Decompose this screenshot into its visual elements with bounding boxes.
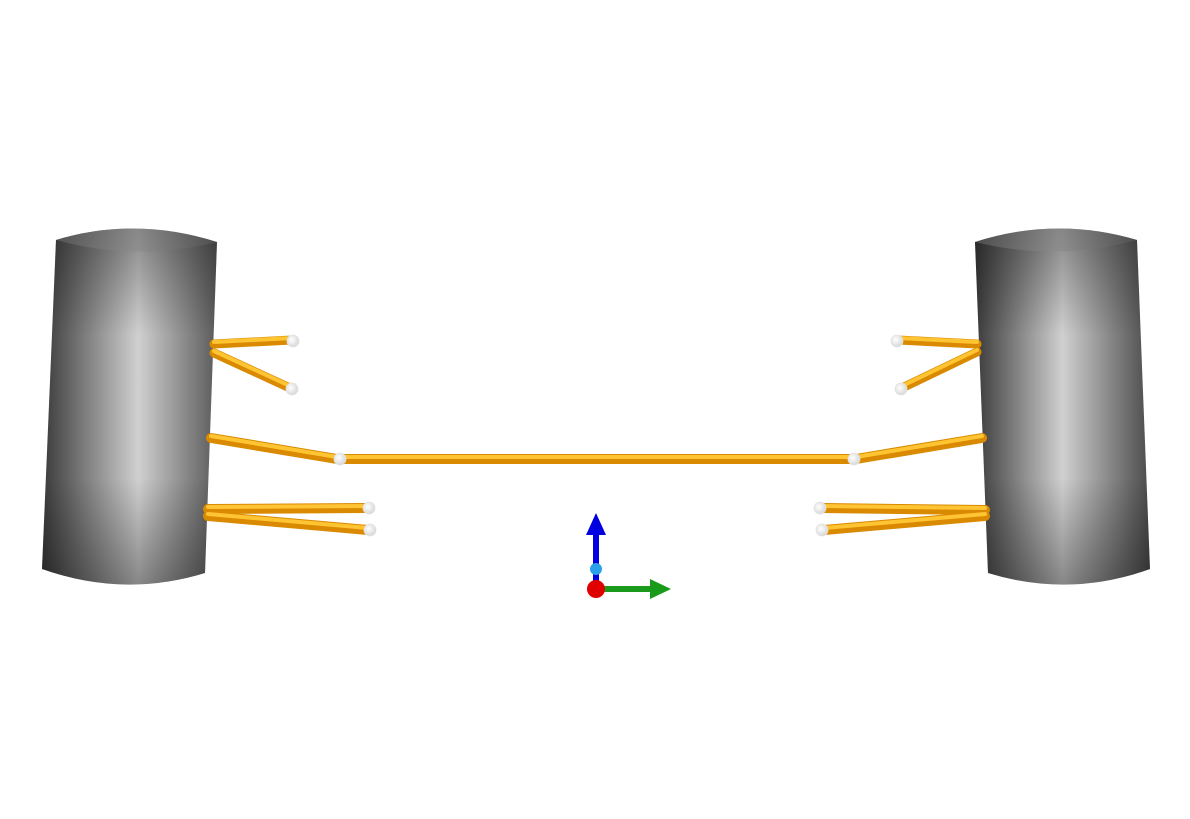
left-lower-front-link[interactable]: [203, 503, 372, 514]
right-upper-rear-link[interactable]: [897, 347, 982, 393]
axis-z-arrow-icon: [586, 513, 606, 589]
left-tire-shade: [42, 228, 217, 585]
joint-sphere[interactable]: [362, 501, 376, 515]
right-tire-shade: [975, 228, 1150, 585]
left-tire-top-cap: [56, 228, 217, 252]
joint-sphere[interactable]: [285, 382, 299, 396]
right-lower-rear-link[interactable]: [819, 511, 990, 535]
suspension-links: [203, 335, 990, 535]
joint-sphere[interactable]: [815, 523, 829, 537]
joint-sphere[interactable]: [894, 382, 908, 396]
joint-sphere[interactable]: [333, 452, 347, 466]
axis-x-origin-icon: [587, 580, 605, 598]
right-upper-front-link[interactable]: [893, 335, 982, 349]
joint-sphere[interactable]: [813, 501, 827, 515]
left-lower-rear-link[interactable]: [203, 511, 373, 535]
joint-sphere[interactable]: [363, 523, 377, 537]
left-tie-rod[interactable]: [206, 433, 342, 464]
axis-origin-marker-icon: [590, 563, 602, 575]
right-tie-rod[interactable]: [851, 433, 987, 464]
joints: [285, 334, 908, 537]
joint-sphere[interactable]: [890, 334, 904, 348]
steering-rack[interactable]: [339, 454, 855, 464]
left-upper-rear-link[interactable]: [209, 348, 295, 393]
axes-gizmo[interactable]: [586, 513, 671, 599]
left-wheel[interactable]: [42, 228, 217, 585]
right-tire-top-cap: [975, 228, 1137, 252]
right-lower-front-link[interactable]: [817, 503, 990, 515]
joint-sphere[interactable]: [847, 452, 861, 466]
joint-sphere[interactable]: [286, 334, 300, 348]
axis-y-arrow-icon: [596, 579, 671, 599]
left-upper-front-link[interactable]: [209, 335, 297, 349]
right-wheel[interactable]: [975, 228, 1150, 585]
